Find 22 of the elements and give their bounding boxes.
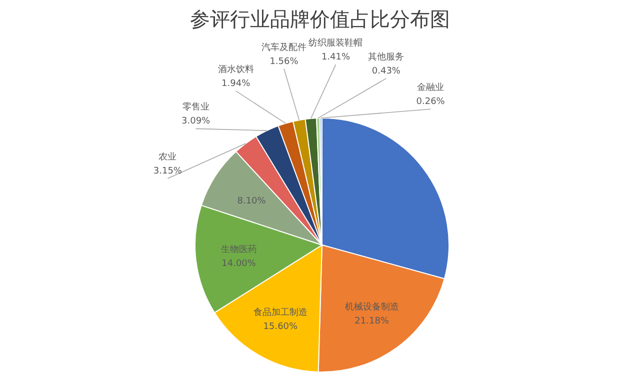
data-label: 15.60% [263, 322, 298, 332]
data-label: 8.10% [237, 196, 266, 207]
data-label: 3.15% [153, 166, 182, 176]
data-label: 1.41% [321, 52, 350, 63]
data-label: 3.09% [182, 116, 211, 127]
data-label: 1.94% [222, 78, 251, 89]
chart-title: 参评行业品牌价值占比分布图 [190, 7, 450, 31]
slice-label: 食品加工制造 [253, 306, 308, 318]
slice-label: 纺织服装鞋帽 [308, 38, 363, 49]
data-label: 0.26% [416, 97, 446, 108]
slice-label: 金融业 [417, 82, 444, 94]
data-label: 1.56% [270, 56, 299, 67]
data-label: 0.43% [372, 66, 401, 76]
slice-label: 农业 [158, 151, 177, 162]
slice-label: 汽车及配件 [262, 42, 307, 53]
slice-label: 机械设备制造 [344, 301, 399, 312]
data-label: 14.00% [222, 259, 256, 270]
slice-label: 酒水饮料 [218, 64, 254, 75]
slice-label: 生物医药 [220, 244, 257, 256]
slice-label: 其他服务 [368, 51, 404, 62]
slice-label: 零售业 [182, 102, 210, 113]
data-label: 21.18% [354, 316, 390, 326]
